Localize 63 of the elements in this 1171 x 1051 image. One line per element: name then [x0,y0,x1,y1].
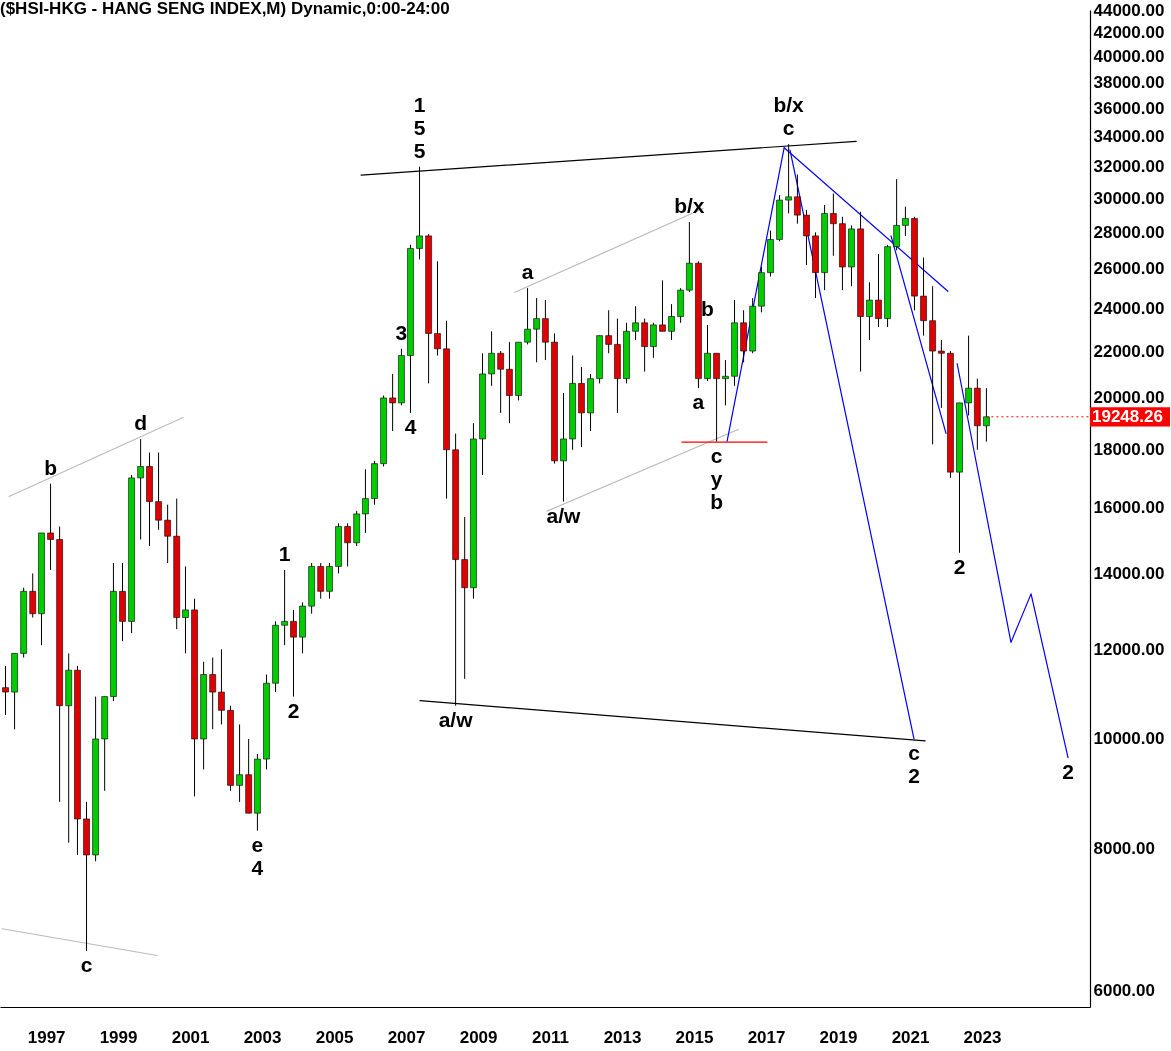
x-tick-label: 2017 [747,1027,786,1047]
x-tick-label: 2021 [891,1027,930,1047]
x-tick-label: 2005 [315,1027,354,1047]
y-tick-label: 6000.00 [1093,980,1155,1000]
annotation: a [692,390,705,414]
annotation: b/x [674,193,705,217]
y-tick-label: 28000.00 [1093,222,1165,242]
y-tick-label: 24000.00 [1093,298,1165,318]
annotation: b [701,296,714,320]
y-tick-label: 36000.00 [1093,99,1165,119]
annotation: b [44,455,57,479]
y-tick-label: 42000.00 [1093,23,1165,43]
chart-title: ($HSI-HKG - HANG SENG INDEX,M) Dynamic,0:00-24:00 [0,0,450,18]
x-tick-label: 1999 [99,1027,138,1047]
x-tick-label: 2019 [819,1027,858,1047]
y-tick-label: 40000.00 [1093,47,1165,67]
annotation: 4 [404,414,417,438]
y-tick-label: 14000.00 [1093,563,1165,583]
x-tick-label: 2023 [963,1027,1002,1047]
y-tick-label: 32000.00 [1093,157,1165,177]
x-tick-label: 1997 [27,1027,66,1047]
annotation: c [782,116,795,140]
annotation: 2 [1062,759,1074,783]
y-tick-label: 34000.00 [1093,127,1165,147]
y-tick-label: 8000.00 [1093,839,1155,859]
y-tick-label: 10000.00 [1093,729,1165,749]
x-tick-label: 2015 [675,1027,714,1047]
annotation: 5 [413,138,426,162]
annotation: 2 [908,763,920,787]
annotation: 4 [251,855,264,879]
annotation: b/x [773,93,805,117]
annotation: c [710,443,723,467]
annotation: 1 [278,541,291,565]
x-tick-label: 2003 [243,1027,282,1047]
annotation: c [908,740,921,764]
annotation: a [521,260,534,284]
annotation: 2 [287,698,300,722]
y-tick-label: 38000.00 [1093,72,1165,92]
x-tick-label: 2001 [171,1027,210,1047]
y-tick-label: 12000.00 [1093,639,1165,659]
y-tick-label: 18000.00 [1093,440,1165,460]
y-tick-label: 20000.00 [1093,388,1165,408]
annotation: a/w [546,503,582,527]
annotation: d [134,410,148,434]
annotation: c [80,952,93,976]
annotation: 5 [413,115,426,139]
annotation: 19248.26 [1092,406,1163,426]
y-tick-label: 16000.00 [1093,498,1165,518]
annotation: e [251,832,264,856]
x-tick-label: 2013 [603,1027,642,1047]
annotation: a/w [438,707,474,731]
annotation: 2 [953,554,966,578]
y-tick-label: 44000.00 [1093,0,1165,20]
x-tick-label: 2009 [459,1027,498,1047]
y-tick-label: 30000.00 [1093,188,1165,208]
annotation: b [710,489,723,513]
annotation: y [710,466,723,490]
x-tick-label: 2011 [532,1027,569,1047]
annotation: 3 [395,320,408,344]
y-tick-label: 22000.00 [1093,341,1165,361]
annotation: 1 [413,92,426,116]
x-tick-label: 2007 [387,1027,426,1047]
y-tick-label: 26000.00 [1093,259,1165,279]
